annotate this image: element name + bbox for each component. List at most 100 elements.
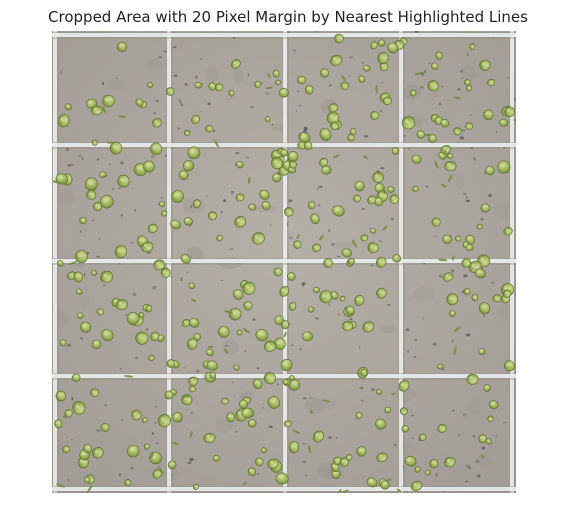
grid-line-horizontal (52, 487, 516, 491)
debris-speck (315, 317, 319, 320)
green-cell (480, 203, 490, 213)
green-cell (444, 456, 456, 468)
rod-cell (434, 160, 439, 169)
debris-speck (120, 419, 124, 421)
debris-speck (96, 429, 101, 433)
green-cell (205, 348, 214, 357)
green-cell (288, 440, 300, 454)
green-cell (83, 476, 91, 484)
green-cell (101, 329, 114, 342)
debris-speck (465, 199, 470, 202)
green-cell (288, 160, 297, 169)
rod-cell (351, 239, 357, 248)
debris-speck (380, 110, 383, 112)
green-cell (152, 469, 162, 479)
rod-cell (242, 327, 251, 334)
green-cell (114, 245, 128, 259)
debris-speck (189, 457, 194, 462)
green-cell (342, 320, 354, 332)
debris-speck (349, 56, 353, 58)
green-cell (143, 443, 150, 450)
green-cell (242, 281, 256, 295)
rod-cell (189, 430, 193, 439)
green-cell (260, 447, 268, 454)
grid-line-horizontal (52, 374, 516, 378)
debris-speck (477, 474, 481, 478)
green-cell (321, 165, 332, 175)
grid-line-horizontal (52, 33, 516, 37)
green-cell (282, 378, 289, 386)
green-cell (392, 254, 402, 263)
green-cell (172, 412, 183, 423)
green-cell (330, 121, 340, 131)
debris-speck (433, 236, 437, 238)
debris-speck (459, 136, 464, 140)
green-cell (465, 122, 474, 130)
green-cell (55, 173, 68, 185)
green-cell (203, 432, 216, 443)
debris-speck (362, 61, 364, 64)
debris-speck (413, 356, 417, 358)
debris-speck (349, 318, 353, 321)
green-cell (86, 189, 97, 200)
debris-speck (495, 434, 498, 437)
rod-cell (191, 298, 197, 303)
rod-cell (363, 155, 369, 160)
debris-speck (187, 271, 189, 274)
background-blotch (380, 325, 397, 333)
green-cell (320, 68, 329, 78)
debris-speck (96, 255, 101, 258)
debris-speck (276, 383, 279, 386)
green-cell (254, 80, 261, 88)
debris-speck (96, 158, 100, 161)
green-cell (220, 397, 229, 405)
debris-speck (247, 73, 250, 77)
green-cell (288, 301, 297, 311)
green-cell (193, 333, 201, 341)
green-cell (310, 213, 320, 225)
green-cell (442, 272, 454, 282)
rod-cell (440, 183, 447, 188)
green-cell (376, 287, 387, 299)
green-cell (296, 75, 306, 85)
debris-speck (407, 350, 409, 353)
green-cell (446, 293, 459, 306)
rod-cell (453, 345, 457, 356)
green-cell (171, 190, 184, 203)
green-cell (487, 78, 496, 87)
green-cell (355, 411, 363, 420)
green-cell (280, 358, 293, 372)
green-cell (124, 479, 132, 487)
background-blotch (304, 396, 325, 415)
green-cell (217, 325, 230, 338)
green-cell (247, 467, 256, 477)
rod-cell (452, 255, 455, 261)
green-cell (274, 315, 285, 325)
debris-speck (337, 313, 340, 317)
background-blotch (412, 286, 436, 302)
green-cell (312, 286, 320, 293)
debris-speck (470, 114, 472, 116)
green-cell (263, 372, 277, 385)
debris-speck (155, 442, 159, 444)
green-cell (353, 194, 361, 203)
green-cell (272, 173, 282, 183)
debris-speck (183, 366, 186, 369)
debris-speck (262, 406, 265, 409)
rod-cell (375, 85, 378, 94)
rod-cell (308, 444, 311, 454)
green-cell (71, 373, 81, 382)
debris-speck (154, 421, 157, 425)
debris-speck (70, 438, 74, 441)
background-blotch (455, 173, 465, 189)
background-blotch (145, 58, 163, 71)
debris-speck (57, 439, 60, 441)
green-cell (188, 376, 199, 386)
rod-cell (342, 489, 349, 493)
debris-speck (135, 356, 139, 359)
green-cell (401, 116, 416, 130)
green-cell (465, 234, 475, 245)
green-cell (287, 150, 299, 162)
rod-cell (146, 251, 152, 254)
green-cell (243, 300, 253, 311)
